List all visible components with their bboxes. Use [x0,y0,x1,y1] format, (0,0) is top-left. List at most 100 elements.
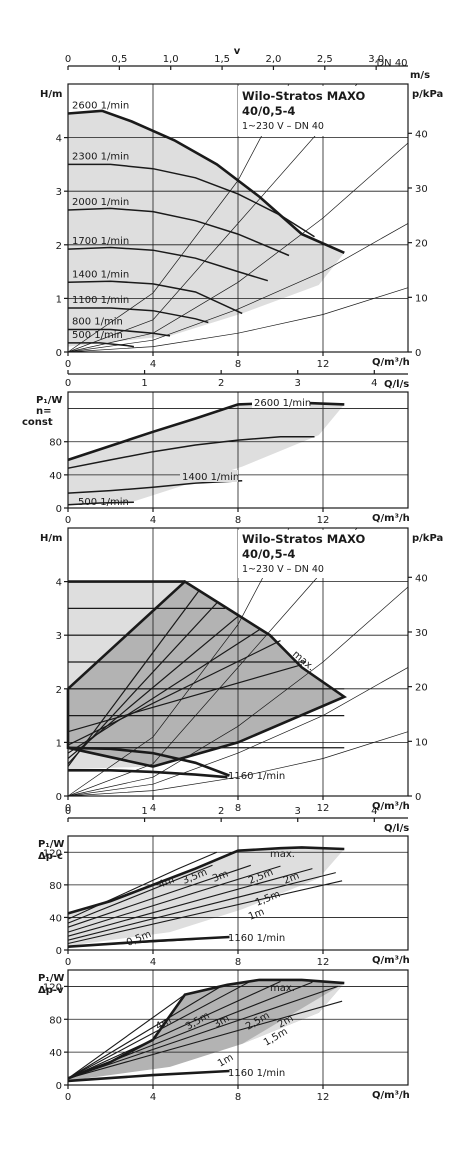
h-const-y2tick-label: 30 [415,184,428,195]
h-const-xtick-label: 4 [150,359,156,370]
p1-const-ylabel: P₁/W [36,395,62,406]
h-const-speed-curve [67,280,243,315]
p1-dpc-fan-line-1 [67,864,213,924]
p1-dpv-max-curve [67,978,345,1080]
h-const-top-tick-label: 2,5 [317,54,333,65]
h-const-y2tick-label: 40 [415,129,428,140]
h-const-system-curve-4 [67,287,409,353]
h-modes-system-curve-3 [67,667,409,797]
h-const-ytick-label: 0 [56,348,62,359]
p1-const-label-bg [180,470,238,482]
h-modes-title: Wilo-Stratos MAXO [242,532,366,546]
p1-dpc-ylabel2: Δp-c [38,851,63,862]
p1-dpv-fan-line-0 [67,994,186,1079]
p1-dpc-xtick-label: 4 [150,957,156,968]
p1-dpv-ytick-label: 40 [49,1048,62,1059]
p1-const-xtick-label: 12 [317,515,330,526]
h-const-y2label: p/kPa [412,89,443,100]
h-const-subtitle: 1~230 V – DN 40 [242,121,324,132]
h-const-title2: 40/0,5-4 [242,104,295,118]
h-modes-min-curve [68,769,228,779]
h-const-system-curve-3 [67,223,409,353]
h-const-bottom-tick-label: 2 [218,378,224,389]
h-modes-ytick-label: 3 [56,631,62,642]
h-const-ytick-label: 2 [56,241,62,252]
p1-dpc-envelope [68,847,345,946]
h-const-speed-label: 1100 1/min [72,295,129,306]
p1-dpc-top-tick-label: 1 [141,806,147,817]
h-const-y2tick-label: 20 [415,239,428,250]
p1-dpv-max-label: max. [270,983,295,994]
p1-const-power-curve [67,435,315,469]
h-modes-y2tick-label: 20 [415,683,428,694]
p1-dpc-xtick-label: 12 [317,957,330,968]
h-const-top-axis-label: v [234,46,241,57]
h-const-speed-label: 500 1/min [72,330,123,341]
h-modes-xlabel: Q/m³/h [372,801,410,812]
h-modes-y2tick-label: 30 [415,628,428,639]
h-const-ytick-label: 3 [56,187,62,198]
h-const-speed-label: 1400 1/min [72,269,129,280]
p1-dpc-ylabel: P₁/W [38,839,64,850]
h-const-xtick-label: 8 [235,359,241,370]
p1-dpv-fan-line-1 [67,985,222,1079]
p1-dpv-ytick-label: 120 [43,982,62,993]
p1-dpc-ytick-label: 40 [49,913,62,924]
p1-dpv-ytick-label: 80 [49,1015,62,1026]
h-modes-y2tick-label: 10 [415,737,428,748]
h-const-speed-curve [68,163,315,238]
h-const-bottom-tick-label: 3 [295,378,301,389]
p1-dpc-line-label: 1m [247,907,266,923]
p1-dpv-xtick-label: 4 [150,1092,156,1103]
p1-dpc-top-tick-label: 2 [218,806,224,817]
h-modes-title2: 40/0,5-4 [242,547,295,561]
h-modes-y2label: p/kPa [412,533,443,544]
p1-dpc-fan-line-3 [67,865,281,933]
p1-const-xtick-label: 0 [65,515,71,526]
h-modes-var-line-4 [67,602,218,765]
h-const-speed-label: 2000 1/min [72,197,129,208]
p1-dpc-top-tick-label: 3 [295,806,301,817]
p1-dpv-ytick-label: 0 [56,1081,62,1092]
p1-dpc-ytick-label: 80 [49,881,62,892]
p1-const-ytick-label: 0 [56,504,62,515]
h-const-bottom-axis-label: Q/l/s [384,379,409,390]
h-modes-subtitle: 1~230 V – DN 40 [242,564,324,575]
h-const-speed-label: 2600 1/min [72,100,129,111]
p1-const-label-bg [252,396,310,408]
p1-const-xtick-label: 4 [150,515,156,526]
p1-const-power-curve [67,479,243,494]
h-const-speed-curve [67,246,269,282]
h-const-bottom-tick-label: 4 [371,378,377,389]
h-const-xtick-label: 0 [65,359,71,370]
h-const-top-tick-label: 0 [65,54,71,65]
h-const-top-tick-label: 0,5 [111,54,127,65]
h-const-top-axis-unit: m/s [410,70,430,81]
h-const-top-axis-extra: DN 40 [376,58,407,69]
h-const-bottom-tick-label: 1 [141,378,147,389]
h-modes-ytick-label: 0 [56,792,62,803]
h-const-ytick-label: 4 [56,134,62,145]
p1-dpc-fan-line-5 [67,872,336,941]
p1-const-label-2600: 2600 1/min [254,398,311,409]
h-const-envelope [68,110,345,347]
p1-dpc-max-label: max. [270,849,295,860]
p1-const-ylabel2: n= [36,406,52,417]
p1-dpc-xtick-label: 0 [65,957,71,968]
h-modes-system-curve-2 [67,586,409,797]
p1-dpc-xtick-label: 8 [235,957,241,968]
h-const-speed-curve [68,342,135,348]
h-const-top-tick-label: 2,0 [265,54,281,65]
h-modes-low-curve [67,746,230,777]
p1-const-xlabel: Q/m³/h [372,513,410,524]
p1-dpc-xlabel: Q/m³/h [372,955,410,966]
h-modes-ytick-label: 2 [56,685,62,696]
h-const-y2tick-label: 0 [415,348,421,359]
h-modes-inner-area [68,581,345,767]
h-modes-system-curve-4 [67,731,409,797]
h-modes-xtick-label: 0 [65,803,71,814]
p1-const-label-500: 500 1/min [78,497,129,508]
p1-dpc-top-tick-label: 4 [371,806,377,817]
h-const-system-curve-2 [67,142,409,353]
